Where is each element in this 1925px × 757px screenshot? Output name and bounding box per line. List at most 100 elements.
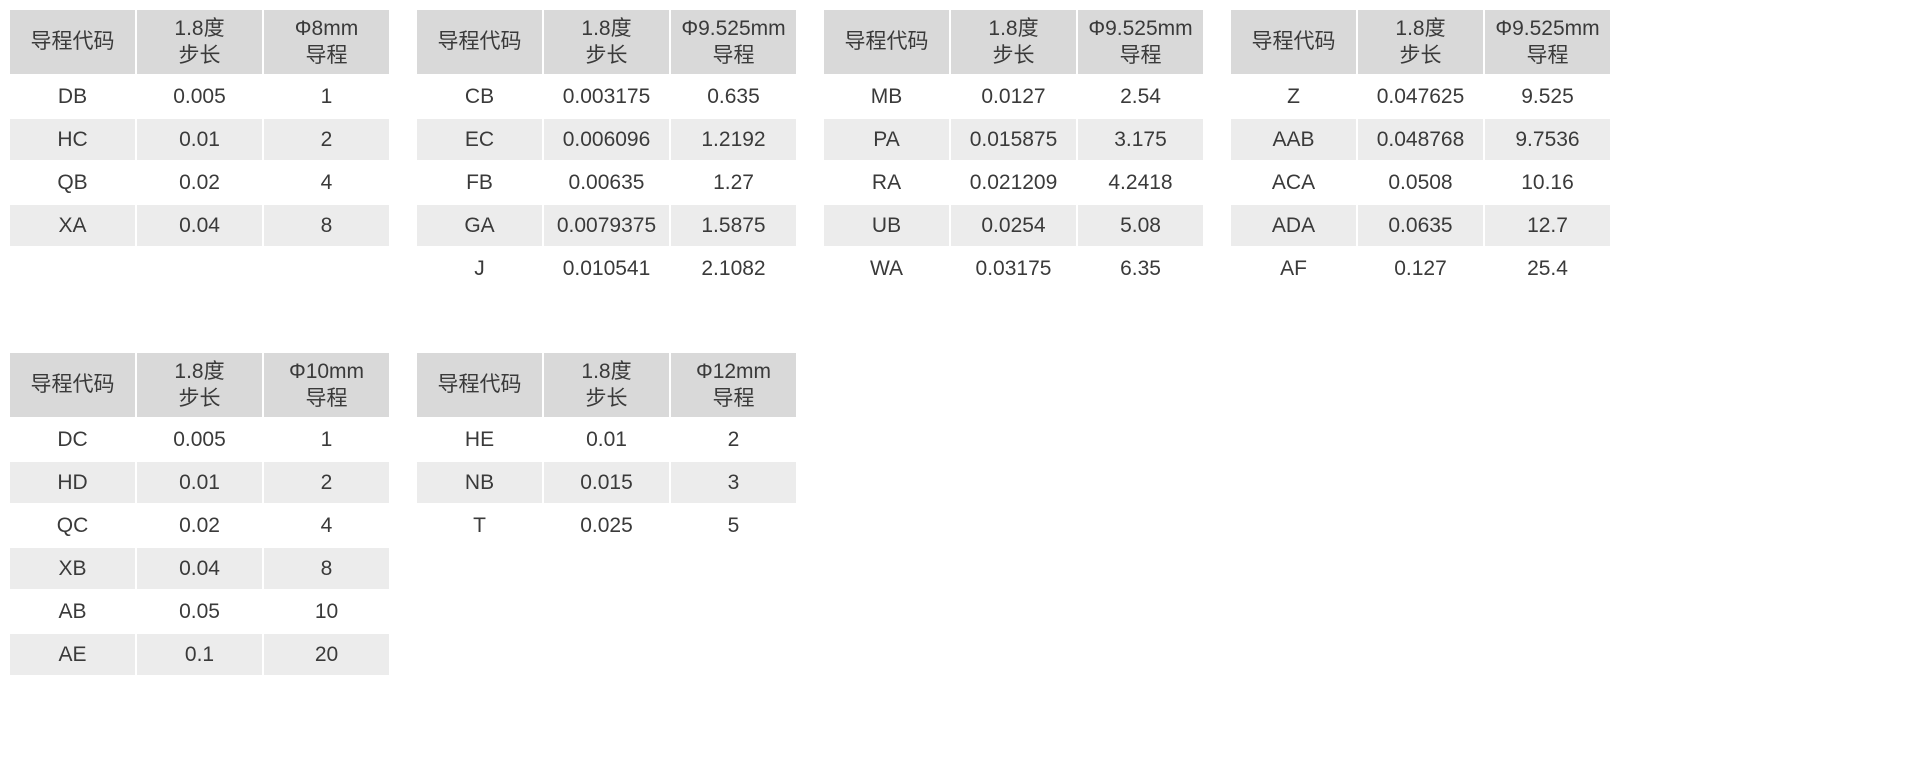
table-cell: FB: [417, 162, 542, 203]
table-cell: 1.27: [671, 162, 796, 203]
table-cell: 1: [264, 419, 389, 460]
table-group-1: 导程代码 1.8度步长 Φ8mm导程 DB0.0051HC0.012QB0.02…: [8, 8, 1918, 291]
table-cell: DB: [10, 76, 135, 117]
table-row: HD0.012: [10, 462, 389, 503]
table-cell: MB: [824, 76, 949, 117]
table-cell: 0.02: [137, 505, 262, 546]
table-row: ADA0.063512.7: [1231, 205, 1610, 246]
table-cell: XA: [10, 205, 135, 246]
table-row: Z0.0476259.525: [1231, 76, 1610, 117]
table-row: DC0.0051: [10, 419, 389, 460]
table-cell: 0.05: [137, 591, 262, 632]
header-step: 1.8度步长: [137, 353, 262, 417]
table-cell: 0.015875: [951, 119, 1076, 160]
table-cell: QB: [10, 162, 135, 203]
table-cell: 0.003175: [544, 76, 669, 117]
table-cell: 4: [264, 162, 389, 203]
table-cell: QC: [10, 505, 135, 546]
table-row: PA0.0158753.175: [824, 119, 1203, 160]
table-cell: 0.02: [137, 162, 262, 203]
table-cell: PA: [824, 119, 949, 160]
table-row: DB0.0051: [10, 76, 389, 117]
header-code: 导程代码: [417, 10, 542, 74]
table-cell: 9.525: [1485, 76, 1610, 117]
table-row: QB0.024: [10, 162, 389, 203]
table-row: NB0.0153: [417, 462, 796, 503]
table-body: DC0.0051HD0.012QC0.024XB0.048AB0.0510AE0…: [10, 419, 389, 675]
table-cell: AF: [1231, 248, 1356, 289]
tables-container: 导程代码 1.8度步长 Φ8mm导程 DB0.0051HC0.012QB0.02…: [8, 8, 1918, 677]
table-cell: 10: [264, 591, 389, 632]
table-body: HE0.012NB0.0153T0.0255: [417, 419, 796, 546]
table-row: CB0.0031750.635: [417, 76, 796, 117]
table-row: EC0.0060961.2192: [417, 119, 796, 160]
table-row: ACA0.050810.16: [1231, 162, 1610, 203]
table-row: AF0.12725.4: [1231, 248, 1610, 289]
table-cell: 3: [671, 462, 796, 503]
header-lead: Φ12mm导程: [671, 353, 796, 417]
table-cell: 4.2418: [1078, 162, 1203, 203]
table-cell: 2: [264, 462, 389, 503]
table-cell: 0.01: [137, 119, 262, 160]
table-cell: HD: [10, 462, 135, 503]
table-cell: 0.01: [544, 419, 669, 460]
table-cell: 12.7: [1485, 205, 1610, 246]
table-row: AB0.0510: [10, 591, 389, 632]
lead-table-8mm: 导程代码 1.8度步长 Φ8mm导程 DB0.0051HC0.012QB0.02…: [8, 8, 391, 248]
table-cell: 0.048768: [1358, 119, 1483, 160]
table-cell: CB: [417, 76, 542, 117]
table-cell: EC: [417, 119, 542, 160]
table-cell: DC: [10, 419, 135, 460]
table-row: XB0.048: [10, 548, 389, 589]
table-cell: 0.0508: [1358, 162, 1483, 203]
table-cell: 1.2192: [671, 119, 796, 160]
header-code: 导程代码: [10, 353, 135, 417]
table-cell: 0.03175: [951, 248, 1076, 289]
table-group-2: 导程代码 1.8度步长 Φ10mm导程 DC0.0051HD0.012QC0.0…: [8, 351, 1918, 677]
table-cell: 0.047625: [1358, 76, 1483, 117]
table-cell: 0.006096: [544, 119, 669, 160]
lead-table-10mm: 导程代码 1.8度步长 Φ10mm导程 DC0.0051HD0.012QC0.0…: [8, 351, 391, 677]
header-code: 导程代码: [10, 10, 135, 74]
table-cell: 6.35: [1078, 248, 1203, 289]
table-row: T0.0255: [417, 505, 796, 546]
table-cell: AAB: [1231, 119, 1356, 160]
table-cell: 1: [264, 76, 389, 117]
table-cell: 8: [264, 205, 389, 246]
header-code: 导程代码: [824, 10, 949, 74]
table-cell: 0.015: [544, 462, 669, 503]
table-cell: 0.0079375: [544, 205, 669, 246]
table-cell: AE: [10, 634, 135, 675]
table-cell: 25.4: [1485, 248, 1610, 289]
table-row: UB0.02545.08: [824, 205, 1203, 246]
header-step: 1.8度步长: [951, 10, 1076, 74]
table-cell: 1.5875: [671, 205, 796, 246]
table-cell: 0.04: [137, 548, 262, 589]
table-cell: 2.54: [1078, 76, 1203, 117]
lead-table-9525mm-a: 导程代码 1.8度步长 Φ9.525mm导程 CB0.0031750.635EC…: [415, 8, 798, 291]
table-cell: UB: [824, 205, 949, 246]
table-cell: 5.08: [1078, 205, 1203, 246]
table-row: FB0.006351.27: [417, 162, 796, 203]
lead-table-9525mm-c: 导程代码 1.8度步长 Φ9.525mm导程 Z0.0476259.525AAB…: [1229, 8, 1612, 291]
header-lead: Φ9.525mm导程: [1485, 10, 1610, 74]
table-row: WA0.031756.35: [824, 248, 1203, 289]
header-step: 1.8度步长: [544, 353, 669, 417]
table-cell: 2.1082: [671, 248, 796, 289]
table-row: QC0.024: [10, 505, 389, 546]
table-cell: 0.04: [137, 205, 262, 246]
header-lead: Φ9.525mm导程: [1078, 10, 1203, 74]
table-cell: 0.010541: [544, 248, 669, 289]
table-cell: ACA: [1231, 162, 1356, 203]
table-cell: 0.0127: [951, 76, 1076, 117]
table-cell: 0.127: [1358, 248, 1483, 289]
table-body: DB0.0051HC0.012QB0.024XA0.048: [10, 76, 389, 246]
lead-table-9525mm-b: 导程代码 1.8度步长 Φ9.525mm导程 MB0.01272.54PA0.0…: [822, 8, 1205, 291]
table-cell: 0.021209: [951, 162, 1076, 203]
table-cell: 0.0635: [1358, 205, 1483, 246]
header-step: 1.8度步长: [1358, 10, 1483, 74]
table-cell: 0.005: [137, 76, 262, 117]
table-row: HC0.012: [10, 119, 389, 160]
header-step: 1.8度步长: [544, 10, 669, 74]
table-cell: 3.175: [1078, 119, 1203, 160]
